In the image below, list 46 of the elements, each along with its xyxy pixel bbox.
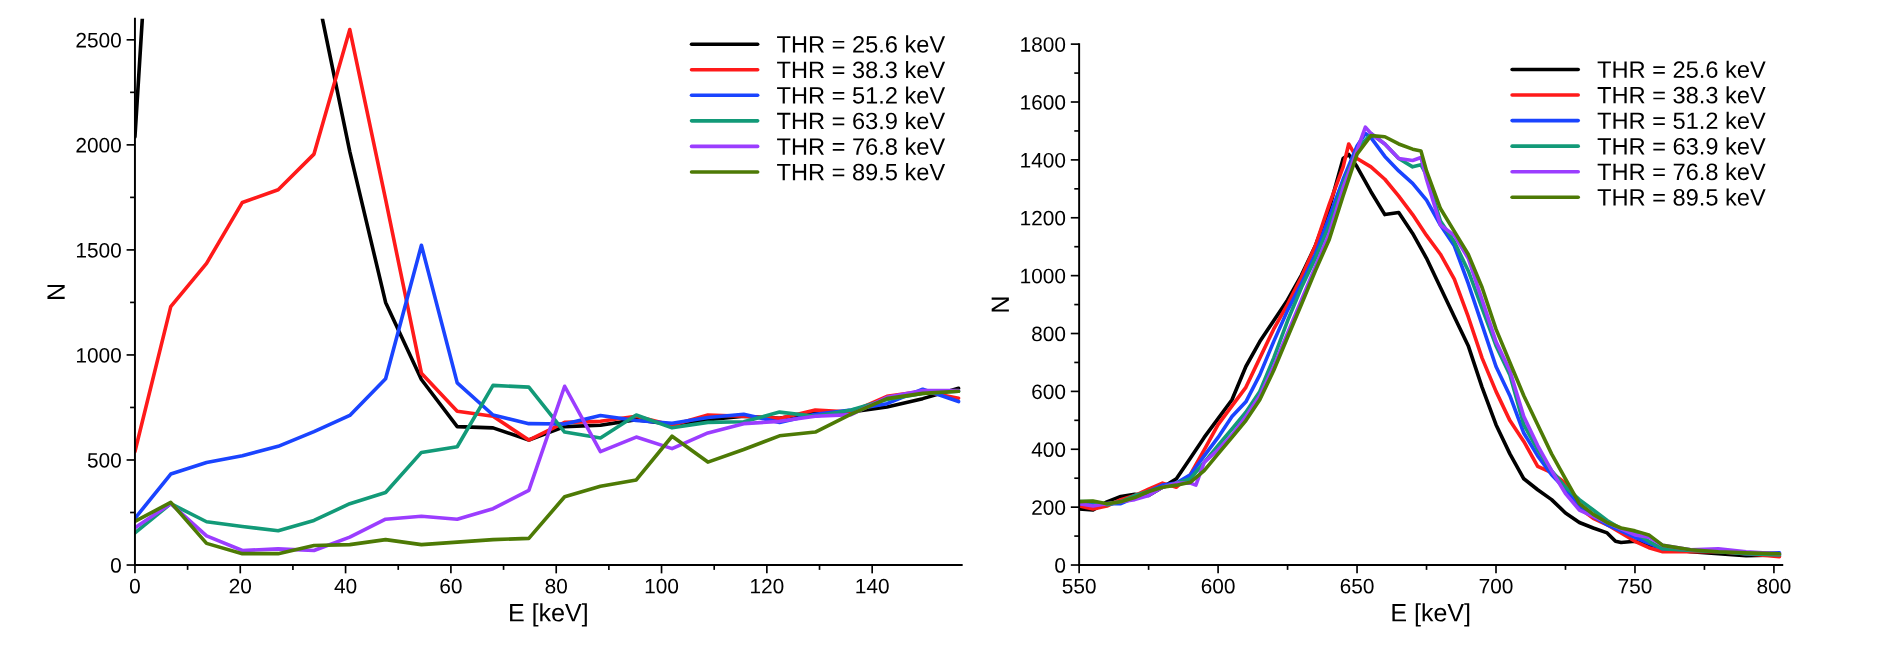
y-tick-label: 200 xyxy=(1032,500,1066,515)
legend-label: THR = 25.6 keV xyxy=(1597,60,1766,78)
y-tick-label: 500 xyxy=(87,452,121,468)
legend-label: THR = 76.8 keV xyxy=(777,137,946,155)
y-tick-label: 1400 xyxy=(1021,152,1066,168)
x-tick-label: 40 xyxy=(334,578,357,594)
legend-label: THR = 76.8 keV xyxy=(1597,162,1766,181)
y-tick-label: 1000 xyxy=(1021,268,1066,284)
legend-label: THR = 63.9 keV xyxy=(777,112,946,130)
x-tick-label: 120 xyxy=(751,578,784,594)
legend-label: THR = 89.5 keV xyxy=(1597,188,1766,206)
x-tick-label: 600 xyxy=(1201,578,1235,594)
y-tick-label: 800 xyxy=(1032,326,1066,342)
y-tick-label: 0 xyxy=(1055,558,1066,573)
y-tick-label: 400 xyxy=(1031,442,1066,458)
x-tick-label: 550 xyxy=(1062,578,1096,594)
y-tick-label: 0 xyxy=(110,558,121,573)
legend-label: THR = 38.3 keV xyxy=(777,60,946,79)
x-axis-title: E [keV] xyxy=(1392,603,1470,627)
y-tick-label: 2500 xyxy=(76,32,121,48)
x-tick-label: 80 xyxy=(545,578,567,594)
x-tick-label: 700 xyxy=(1479,578,1513,594)
y-tick-label: 1800 xyxy=(1021,37,1066,52)
legend-label: THR = 51.2 keV xyxy=(1597,111,1766,130)
y-tick-label: 2000 xyxy=(76,137,121,153)
y-axis-title: N xyxy=(991,297,1009,312)
x-tick-label: 60 xyxy=(440,578,462,594)
y-tick-label: 600 xyxy=(1032,384,1066,400)
x-tick-label: 800 xyxy=(1757,578,1791,594)
y-tick-label: 1600 xyxy=(1021,95,1066,110)
x-tick-label: 0 xyxy=(129,578,140,594)
x-tick-label: 750 xyxy=(1618,578,1652,594)
y-axis-title: N xyxy=(47,284,65,299)
x-tick-label: 100 xyxy=(645,578,679,594)
legend-label: THR = 25.6 keV xyxy=(777,35,946,53)
y-tick-label: 1000 xyxy=(76,347,121,363)
legend-label: THR = 63.9 keV xyxy=(1597,137,1766,155)
legend-label: THR = 38.3 keV xyxy=(1597,86,1766,104)
x-tick-label: 140 xyxy=(856,578,889,594)
y-tick-label: 1500 xyxy=(76,242,121,258)
x-axis-title: E [keV] xyxy=(510,603,587,627)
legend-label: THR = 51.2 keV xyxy=(777,86,946,104)
x-tick-label: 20 xyxy=(229,578,252,594)
legend-label: THR = 89.5 keV xyxy=(777,163,946,181)
y-tick-label: 1200 xyxy=(1021,210,1066,226)
x-tick-label: 650 xyxy=(1340,578,1374,594)
